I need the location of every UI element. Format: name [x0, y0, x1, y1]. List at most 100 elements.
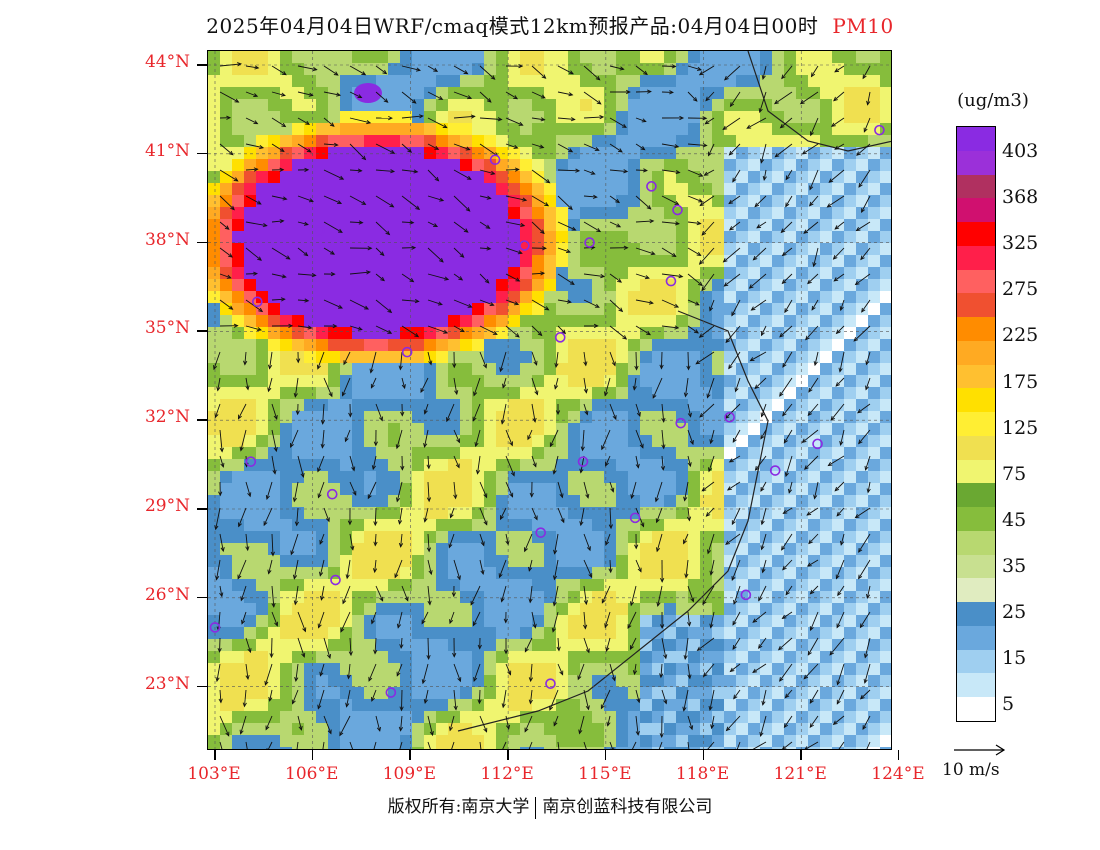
city-marker-icon [629, 512, 641, 524]
wind-reference-label: 10 m/s [942, 760, 1000, 780]
city-marker-icon [724, 411, 735, 423]
lat-tick [197, 64, 207, 66]
legend-swatch [957, 127, 995, 151]
legend-swatch [957, 364, 995, 389]
legend-swatch [957, 625, 995, 650]
lat-tick [197, 508, 207, 510]
city-marker-icon [252, 296, 263, 308]
lat-label: 38°N [144, 229, 190, 250]
legend-swatch [957, 269, 995, 294]
copyright-right: 南京创蓝科技有限公司 [542, 797, 713, 817]
legend-swatch [957, 293, 995, 317]
legend-swatch [957, 673, 995, 697]
legend-tick-label: 403 [1002, 140, 1039, 162]
legend-swatch [957, 245, 995, 270]
lon-tick [800, 750, 802, 760]
legend-tick-label: 75 [1002, 462, 1027, 485]
lat-label: 26°N [144, 584, 190, 605]
legend-swatch [957, 388, 995, 412]
city-marker-icon [401, 346, 413, 358]
lon-tick [214, 750, 216, 760]
legend-swatch [957, 697, 995, 721]
lat-label: 29°N [144, 496, 190, 516]
lon-label: 118°E [675, 764, 730, 784]
legend-tick-label: 5 [1002, 693, 1015, 716]
legend-tick-label: 275 [1002, 278, 1039, 301]
copyright-left: 版权所有:南京大学 [387, 797, 530, 817]
lon-tick [409, 750, 411, 760]
city-marker-icon [672, 204, 683, 216]
legend-tick-label: 175 [1002, 370, 1039, 393]
lon-tick [604, 750, 607, 760]
legend-swatch [957, 554, 995, 579]
title-main: 2025年04月04日WRF/cmaq模式12km预报产品:04月04日00时 [206, 14, 819, 38]
legend-tick-label: 15 [1002, 647, 1027, 670]
lon-label: 124°E [871, 764, 925, 784]
city-marker-icon [535, 527, 547, 538]
city-marker-icon [769, 465, 781, 476]
city-marker-icon [385, 687, 397, 698]
map-title: 2025年04月04日WRF/cmaq模式12km预报产品:04月04日00时 P… [0, 10, 1100, 39]
legend-swatch [957, 198, 995, 222]
legend-swatch [957, 340, 995, 365]
city-marker-icon [209, 622, 221, 633]
legend-tick-label: 35 [1002, 554, 1027, 577]
legend-unit: (ug/m3) [957, 90, 1029, 111]
lon-label: 115°E [578, 764, 632, 784]
lon-tick [311, 750, 314, 760]
city-marker-icon [874, 124, 885, 136]
city-marker-icon [812, 438, 823, 450]
legend-swatch [957, 602, 995, 626]
legend-swatch [957, 150, 995, 175]
lon-label: 109°E [382, 764, 437, 784]
city-marker-icon [675, 417, 687, 429]
legend-swatch [957, 174, 995, 199]
color-legend-bar [956, 126, 996, 722]
lon-tick [507, 750, 509, 760]
lon-label: 106°E [285, 764, 339, 784]
wind-reference-arrow-icon [954, 744, 1006, 756]
lat-label: 41°N [144, 140, 190, 161]
legend-tick-label: 325 [1002, 232, 1039, 255]
lat-tick [197, 330, 207, 332]
lon-tick [702, 750, 705, 760]
city-marker-icon [313, 225, 325, 237]
lon-tick [897, 750, 900, 760]
legend-tick-label: 25 [1002, 601, 1027, 623]
city-marker-icon [584, 237, 595, 248]
legend-tick-label: 368 [1002, 186, 1039, 209]
legend-swatch [957, 435, 995, 460]
map-canvas [208, 51, 891, 749]
copyright-footer: 版权所有:南京大学 南京创蓝科技有限公司 [0, 792, 1100, 819]
lon-label: 112°E [480, 764, 534, 784]
city-marker-icon [489, 154, 501, 166]
wind-vectors [213, 62, 871, 749]
city-marker-icon [519, 240, 530, 251]
lat-tick [197, 241, 207, 244]
legend-tick-label: 45 [1002, 508, 1027, 531]
legend-swatch [957, 317, 995, 341]
legend-swatch [957, 578, 995, 602]
lat-tick [197, 152, 207, 155]
legend-swatch [957, 530, 995, 555]
lat-tick [197, 596, 207, 599]
copyright-separator [535, 796, 537, 819]
lat-tick [197, 685, 207, 688]
city-marker-icon [577, 456, 589, 467]
lon-label: 121°E [773, 764, 827, 784]
lat-tick [197, 419, 207, 421]
legend-swatch [957, 483, 995, 507]
legend-swatch [957, 507, 995, 531]
lat-label: 23°N [144, 673, 190, 694]
lat-label: 35°N [144, 318, 190, 339]
city-marker-icon [646, 181, 657, 192]
city-marker-icon [554, 332, 566, 343]
legend-swatch [957, 649, 995, 674]
legend-swatch [957, 222, 995, 246]
lat-label: 32°N [144, 407, 190, 428]
city-marker-icon [245, 456, 257, 467]
legend-tick-label: 125 [1002, 416, 1039, 439]
legend-tick-label: 225 [1002, 324, 1039, 347]
legend-swatch [957, 412, 995, 436]
lon-label: 103°E [187, 764, 241, 784]
